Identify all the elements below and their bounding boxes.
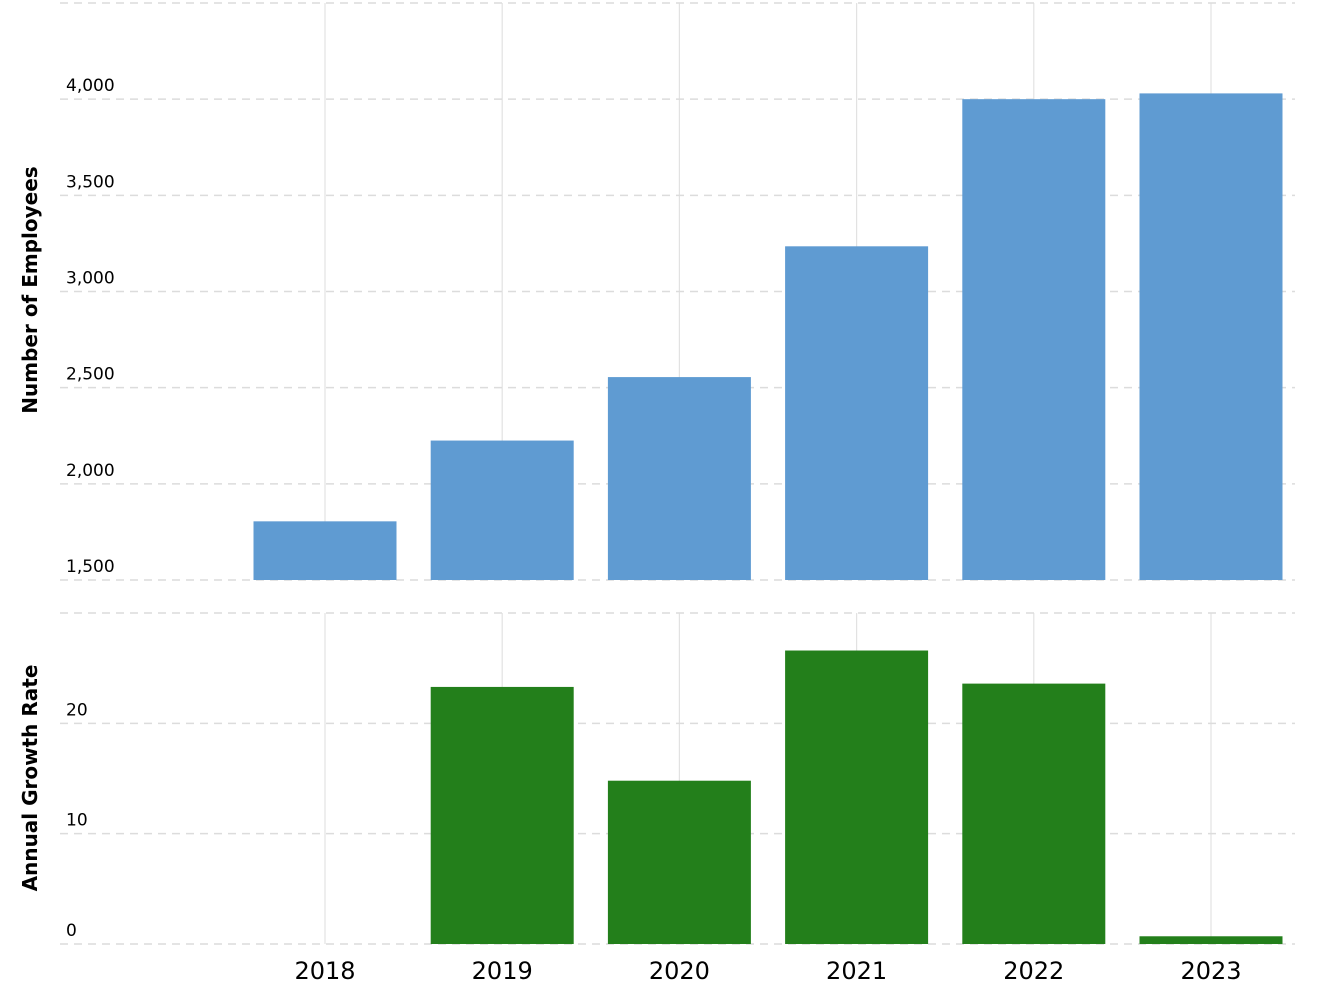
growth-y-tick-label: 0 — [66, 921, 77, 941]
bars-layer — [253, 93, 1283, 944]
growth-y-tick-label: 20 — [66, 700, 88, 720]
employees-y-tick-label: 1,500 — [66, 557, 115, 577]
x-tick-label-2022: 2022 — [1003, 957, 1064, 985]
x-tick-label-2018: 2018 — [294, 957, 355, 985]
employees-bar-2020 — [607, 377, 751, 580]
employees-bar-2019 — [430, 440, 574, 580]
growth-bar-2021 — [785, 650, 929, 944]
growth-y-tick-label: 10 — [66, 811, 88, 831]
x-tick-label-2020: 2020 — [649, 957, 710, 985]
employees-bar-2018 — [253, 521, 397, 580]
x-tick-label-2021: 2021 — [826, 957, 887, 985]
x-tick-label-2023: 2023 — [1180, 957, 1241, 985]
employees-bar-2023 — [1139, 93, 1283, 580]
employees-y-tick-label: 2,500 — [66, 365, 115, 385]
growth-bar-2020 — [607, 780, 751, 944]
growth-bar-2022 — [962, 683, 1106, 944]
employees-bar-2021 — [785, 246, 929, 580]
growth-bar-2023 — [1139, 936, 1283, 944]
growth-bar-2019 — [430, 686, 574, 944]
x-tick-label-2019: 2019 — [472, 957, 533, 985]
employees-y-tick-label: 2,000 — [66, 461, 115, 481]
ticks-layer: 1,500 2,000 2,500 3,000 3,500 4,000 0 10 20 2018 2… — [66, 76, 1242, 985]
employees-y-tick-label: 3,500 — [66, 172, 115, 192]
top-y-axis-title: Number of Employees — [18, 166, 42, 413]
employees-bar-2022 — [962, 99, 1106, 581]
employees-y-tick-label: 3,000 — [66, 269, 115, 289]
employees-y-tick-label: 4,000 — [66, 76, 115, 96]
bottom-y-axis-title: Annual Growth Rate — [18, 665, 42, 892]
